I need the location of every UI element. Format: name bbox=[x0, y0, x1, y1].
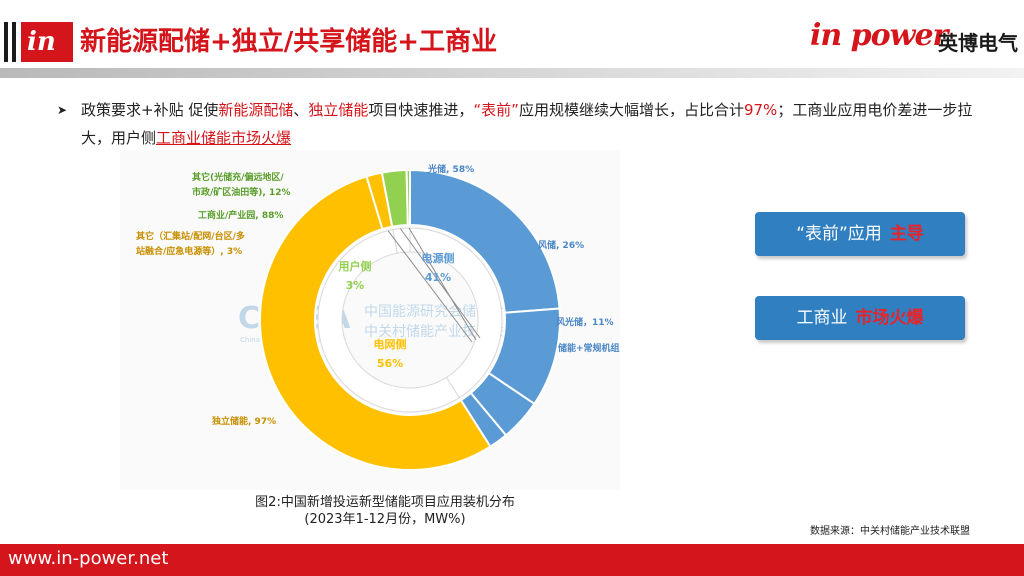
callout-1-text: “表前”应用 bbox=[796, 224, 882, 244]
chart-panel: CNESA China Energy Storage Alliance 中国能源… bbox=[120, 150, 620, 490]
caption-line-2: (2023年1-12月份，MW%) bbox=[304, 512, 466, 527]
leader-line-4 bbox=[399, 228, 481, 339]
callout-2-text: 工商业 bbox=[796, 308, 848, 328]
header-bar-2 bbox=[12, 22, 16, 62]
page-title: 新能源配储+独立/共享储能+工商业 bbox=[80, 27, 498, 57]
outer-label-1: 风储, 26% bbox=[538, 239, 584, 251]
inner-value-2: 56% bbox=[377, 357, 403, 370]
bullet-seg-4: 独立储能 bbox=[308, 101, 369, 119]
inner-label-2: 电网侧 bbox=[374, 337, 407, 351]
callout-2-highlight: 市场火爆 bbox=[855, 308, 924, 328]
bullet-seg-10: 工商业储能市场火爆 bbox=[156, 129, 292, 147]
outer-slice-7 bbox=[259, 175, 492, 471]
chart-labels: 电源侧 41% 用户侧 3% 电网侧 56% 光储, 58% 风储, 26% 风光储，11% 储能… bbox=[136, 163, 620, 427]
outer-label-0: 光储, 58% bbox=[427, 163, 474, 175]
inner-value-0: 41% bbox=[425, 271, 451, 284]
bullet-seg-8: 97% bbox=[743, 101, 778, 119]
bullet-seg-1: 政策要求+补贴 促使 bbox=[81, 101, 219, 119]
brand-logo: in power 英博电气 bbox=[810, 12, 1020, 62]
brand-word: in power bbox=[810, 18, 948, 53]
header-logo-glyph: in bbox=[27, 27, 56, 57]
outer-slice-5 bbox=[405, 168, 411, 227]
inner-label-0: 电源侧 bbox=[422, 251, 455, 265]
callout-commercial: 工商业 市场火爆 bbox=[755, 296, 965, 340]
footer-url: www.in-power.net bbox=[8, 548, 169, 569]
bullet-arrow-icon: ➤ bbox=[57, 103, 68, 117]
outer-label-5-line-0: 其它(光储充/偏远地区/ bbox=[192, 171, 284, 183]
bullet-seg-6: “表前” bbox=[473, 101, 519, 119]
bullet-seg-7: 应用规模继续大幅增长，占比合计 bbox=[518, 101, 744, 119]
chart-caption: 图2:中国新增投运新型储能项目应用装机分布 (2023年1-12月份，MW%) bbox=[225, 494, 545, 528]
leader-line-6 bbox=[387, 230, 473, 343]
inner-slice-2 bbox=[317, 229, 460, 413]
inner-slice-1 bbox=[392, 227, 411, 254]
bullet-text: 政策要求+补贴 促使新能源配储、独立储能项目快速推进，“表前”应用规模继续大幅增… bbox=[81, 96, 991, 152]
outer-label-6-line-1: 站融合/应急电源等）, 3% bbox=[136, 245, 242, 257]
data-source: 数据来源：中关村储能产业技术联盟 bbox=[810, 526, 970, 537]
outer-label-2: 风光储，11% bbox=[556, 316, 614, 328]
leader-line-5 bbox=[408, 227, 477, 341]
footer: www.in-power.net bbox=[0, 544, 1024, 576]
outer-label-3: 储能+常规机组，5% bbox=[558, 342, 620, 354]
bullet-seg-9: ；工商业应用电价差进一步拉大，用户侧 bbox=[81, 101, 973, 147]
outer-label-5-line-1: 市政/矿区油田等), 12% bbox=[192, 186, 291, 198]
callout-front-meter: “表前”应用 主导 bbox=[755, 212, 965, 256]
header: in 新能源配储+独立/共享储能+工商业 in power 英博电气 bbox=[0, 0, 1024, 82]
callout-1-highlight: 主导 bbox=[889, 224, 924, 244]
header-logo: in bbox=[21, 22, 73, 62]
outer-label-7: 独立储能, 97% bbox=[211, 415, 276, 427]
outer-label-6-line-0: 其它（汇集站/配网/台区/多 bbox=[136, 230, 245, 242]
header-underline bbox=[0, 68, 1024, 78]
donut-chart: CNESA China Energy Storage Alliance 中国能源… bbox=[136, 163, 620, 471]
inner-label-1: 用户侧 bbox=[339, 259, 372, 273]
bullet-seg-2: 新能源配储 bbox=[218, 101, 294, 119]
inner-ring bbox=[317, 227, 503, 413]
bullet-seg-3: 、 bbox=[293, 101, 309, 119]
header-bar-1 bbox=[4, 22, 8, 62]
leader-lines bbox=[387, 227, 481, 343]
inner-value-1: 3% bbox=[346, 279, 365, 292]
brand-cn: 英博电气 bbox=[938, 31, 1018, 55]
bullet-seg-5: 项目快速推进， bbox=[368, 101, 474, 119]
caption-line-1: 图2:中国新增投运新型储能项目应用装机分布 bbox=[255, 495, 515, 510]
outer-ring bbox=[259, 168, 561, 471]
outer-label-4: 工商业/产业园, 88% bbox=[198, 209, 283, 221]
